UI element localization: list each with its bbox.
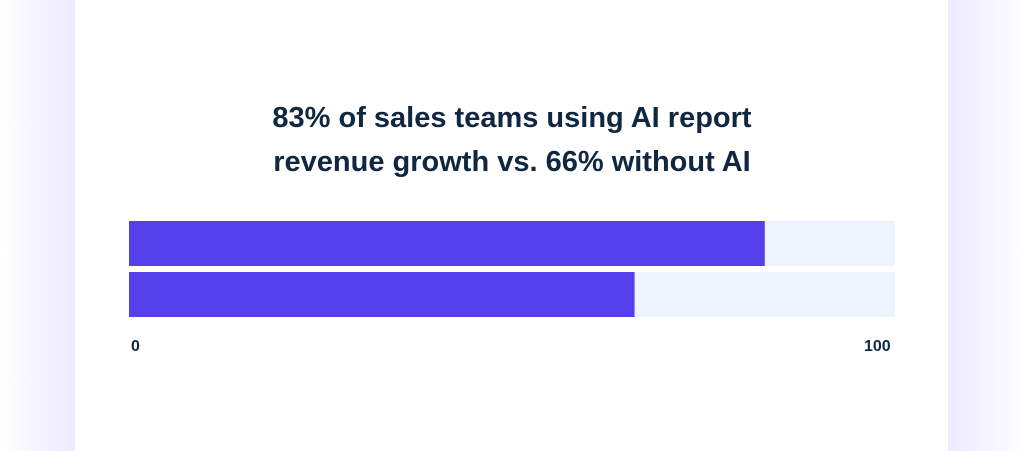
x-tick-max: 100 — [864, 338, 891, 355]
left-backdrop — [0, 0, 75, 451]
chart-title: 83% of sales teams using AI report reven… — [0, 96, 1024, 184]
bar-with-ai — [129, 221, 765, 266]
chart-title-text: 83% of sales teams using AI report reven… — [272, 102, 752, 178]
right-backdrop — [948, 0, 1024, 451]
x-tick-min: 0 — [131, 338, 140, 355]
bar-without-ai — [129, 272, 635, 317]
